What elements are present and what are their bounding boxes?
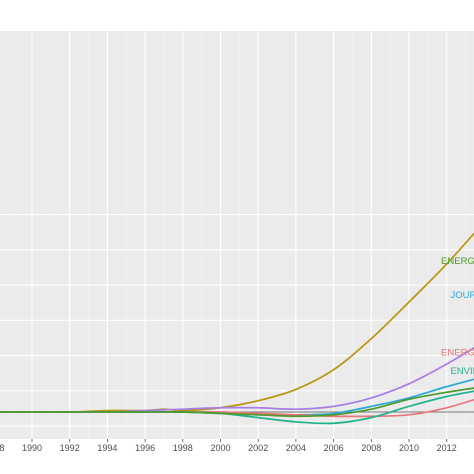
panel-background: [0, 31, 474, 439]
x-tick-label: 1998: [173, 443, 193, 453]
series-label-3: ENERGY F: [441, 348, 474, 359]
x-tick-label: 1994: [97, 443, 117, 453]
x-tick-label: 2012: [437, 443, 457, 453]
major-gridlines: [0, 31, 474, 439]
x-tick-label: 2000: [210, 443, 230, 453]
x-tick-label: 2004: [286, 443, 306, 453]
series-label-4: ENVIRO: [450, 366, 474, 377]
x-tick-label: 1996: [135, 443, 155, 453]
series-labels: ENERGY R JOURN ENERGY F ENVIRO: [441, 256, 474, 377]
minor-gridlines: [12, 31, 466, 439]
series-label-2: JOURN: [450, 290, 474, 301]
x-tick-label: 1990: [22, 443, 42, 453]
x-tick-label: 1992: [60, 443, 80, 453]
x-tick-label: 2002: [248, 443, 268, 453]
x-tick-label: 1988: [0, 443, 4, 453]
x-tick-label: 2006: [324, 443, 344, 453]
series-line-6: [0, 387, 474, 418]
x-axis-ticks: 1988 1990 1992 1994 1996 1998 2000 2002 2004 2006…: [0, 439, 457, 453]
series-lines: [0, 232, 474, 425]
series-label-1: ENERGY R: [441, 256, 474, 267]
x-tick-label: 2008: [361, 443, 381, 453]
x-tick-label: 2010: [399, 443, 419, 453]
